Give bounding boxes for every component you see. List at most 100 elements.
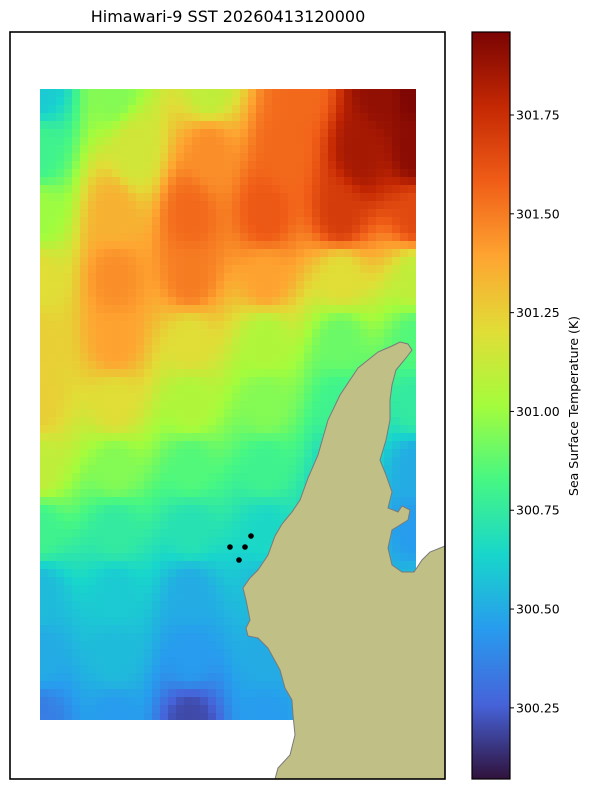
sst-cell [40,353,49,362]
sst-cell [40,137,49,146]
sst-cell [376,345,385,354]
sst-cell [144,185,153,194]
sst-cell [288,305,297,314]
sst-cell [136,561,145,570]
sst-cell [248,449,257,458]
sst-cell [328,345,337,354]
sst-cell [72,425,81,434]
sst-cell [112,313,121,322]
sst-cell [248,665,257,674]
sst-cell [136,233,145,242]
sst-cell [240,601,249,610]
sst-cell [176,657,185,666]
sst-cell [160,113,169,122]
sst-cell [168,481,177,490]
sst-cell [88,345,97,354]
sst-cell [56,393,65,402]
sst-cell [272,521,281,530]
sst-cell [240,97,249,106]
sst-cell [80,433,89,442]
sst-cell [136,713,145,720]
sst-cell [144,97,153,106]
sst-cell [256,433,265,442]
sst-cell [240,297,249,306]
sst-cell [120,513,129,522]
sst-cell [64,665,73,674]
sst-cell [360,281,369,290]
sst-cell [128,481,137,490]
sst-cell [272,345,281,354]
sst-cell [88,121,97,130]
sst-cell [120,129,129,138]
sst-cell [400,121,409,130]
sst-cell [296,353,305,362]
sst-cell [168,281,177,290]
sst-cell [104,713,113,720]
sst-cell [392,369,401,378]
sst-cell [56,473,65,482]
sst-cell [304,121,313,130]
sst-cell [288,225,297,234]
sst-cell [208,161,217,170]
sst-cell [376,329,385,338]
sst-cell [104,273,113,282]
sst-cell [56,89,65,98]
sst-cell [264,105,273,114]
colorbar-tick-label: 301.25 [516,305,560,320]
sst-cell [40,329,49,338]
sst-cell [88,561,97,570]
sst-cell [64,329,73,338]
sst-cell [336,161,345,170]
sst-cell [232,449,241,458]
sst-cell [72,265,81,274]
sst-cell [160,697,169,706]
sst-cell [200,321,209,330]
sst-cell [360,193,369,202]
sst-cell [248,401,257,410]
sst-cell [176,217,185,226]
sst-cell [376,121,385,130]
sst-cell [72,433,81,442]
sst-cell [208,209,217,218]
sst-cell [384,129,393,138]
sst-cell [136,225,145,234]
sst-cell [96,473,105,482]
sst-cell [232,657,241,666]
sst-cell [160,553,169,562]
sst-cell [56,289,65,298]
sst-cell [272,473,281,482]
sst-cell [232,577,241,586]
sst-cell [208,681,217,690]
sst-cell [344,377,353,386]
sst-cell [392,377,401,386]
sst-cell [104,553,113,562]
sst-cell [96,217,105,226]
sst-cell [88,265,97,274]
sst-cell [104,241,113,250]
sst-cell [168,129,177,138]
sst-cell [112,153,121,162]
sst-cell [48,201,57,210]
sst-cell [272,353,281,362]
sst-cell [296,401,305,410]
sst-cell [184,169,193,178]
sst-cell [48,593,57,602]
sst-cell [208,305,217,314]
sst-cell [136,297,145,306]
sst-cell [408,369,416,378]
sst-cell [72,121,81,130]
sst-cell [232,505,241,514]
sst-cell [208,281,217,290]
sst-cell [312,177,321,186]
sst-cell [320,169,329,178]
sst-cell [200,625,209,634]
sst-cell [112,145,121,154]
sst-cell [120,425,129,434]
sst-cell [144,281,153,290]
sst-cell [336,305,345,314]
sst-cell [192,113,201,122]
sst-cell [64,553,73,562]
sst-cell [80,417,89,426]
sst-cell [288,441,297,450]
sst-cell [128,297,137,306]
